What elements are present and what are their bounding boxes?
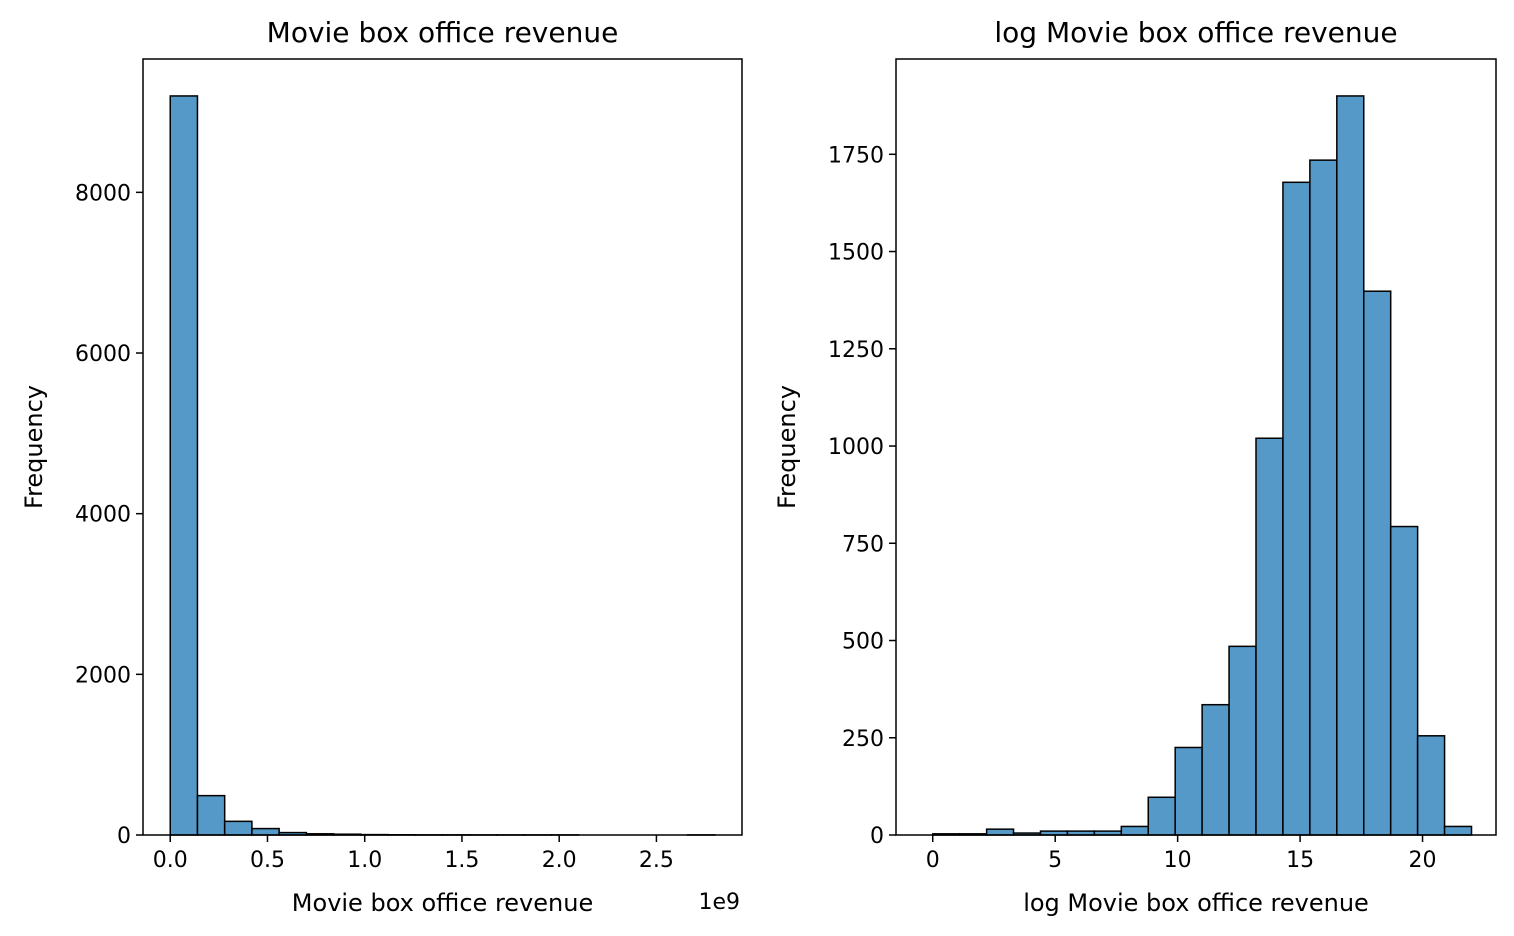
- y-tick-label: 0: [117, 824, 131, 849]
- x-tick-label: 1.0: [347, 848, 382, 873]
- axes-frame: [142, 58, 743, 836]
- x-tick-label: 20: [1409, 848, 1437, 873]
- y-tick-label: 8000: [75, 181, 131, 206]
- chart-title: log Movie box office revenue: [994, 16, 1397, 49]
- x-tick-label: 5: [1048, 848, 1062, 873]
- x-tick-label: 10: [1164, 848, 1192, 873]
- histogram-bar: [1336, 95, 1365, 836]
- y-tick-label: 250: [842, 727, 884, 752]
- x-tick-label: 2.0: [542, 848, 577, 873]
- histogram-bar: [1416, 735, 1446, 836]
- x-tick-label: 15: [1286, 848, 1314, 873]
- histogram-bar: [1201, 703, 1230, 836]
- histogram-bars: [169, 95, 716, 836]
- histogram-bar: [1389, 525, 1419, 836]
- chart-panel-2: 0 5 10 15 20 0 250 500 750 1000 1250 1500 1750 log Mo…: [773, 16, 1497, 917]
- x-tick-label: 0.0: [153, 848, 188, 873]
- chart-title: Movie box office revenue: [267, 16, 619, 49]
- y-tick-label: 750: [842, 532, 884, 557]
- histogram-bar: [1443, 825, 1473, 836]
- x-tick-label: 1.5: [444, 848, 479, 873]
- histogram-bar: [1147, 796, 1176, 836]
- histogram-bar: [1282, 181, 1311, 836]
- histogram-bar: [1228, 645, 1257, 836]
- x-axis-label: Movie box office revenue: [292, 889, 593, 917]
- y-tick-label: 6000: [75, 342, 131, 367]
- y-axis-label: Frequency: [773, 385, 801, 509]
- histogram-bar: [985, 828, 1015, 836]
- x-tick-label: 0.5: [250, 848, 285, 873]
- y-tick-label: 1250: [828, 338, 884, 363]
- histogram-bar: [251, 827, 280, 836]
- y-tick-label: 2000: [75, 663, 131, 688]
- x-tick-label: 0: [926, 848, 940, 873]
- histogram-bar: [196, 794, 226, 836]
- y-axis-label: Frequency: [20, 385, 48, 509]
- y-tick-label: 1750: [828, 143, 884, 168]
- histogram-bar: [1363, 290, 1392, 836]
- chart-panel-1: 0.0 0.5 1.0 1.5 2.0 2.5 0 2000 4000 6000 8000 Movie…: [20, 16, 743, 917]
- y-tick-label: 1000: [828, 435, 884, 460]
- histogram-bars: [931, 95, 1473, 836]
- histogram-bar: [169, 95, 199, 836]
- x-tick-label: 2.5: [639, 848, 674, 873]
- y-tick-label: 0: [870, 824, 884, 849]
- histogram-bar: [1174, 746, 1203, 836]
- y-tick-label: 500: [842, 630, 884, 655]
- histogram-bar: [1309, 159, 1338, 836]
- x-axis-label: log Movie box office revenue: [1023, 889, 1369, 917]
- histogram-bar: [1120, 825, 1149, 836]
- histogram-bar: [223, 820, 253, 836]
- y-tick-label: 4000: [75, 503, 131, 528]
- axes-frame: [895, 58, 1497, 836]
- x-axis-offset-label: 1e9: [698, 890, 740, 915]
- y-tick-label: 1500: [828, 241, 884, 266]
- histogram-bar: [1255, 437, 1284, 836]
